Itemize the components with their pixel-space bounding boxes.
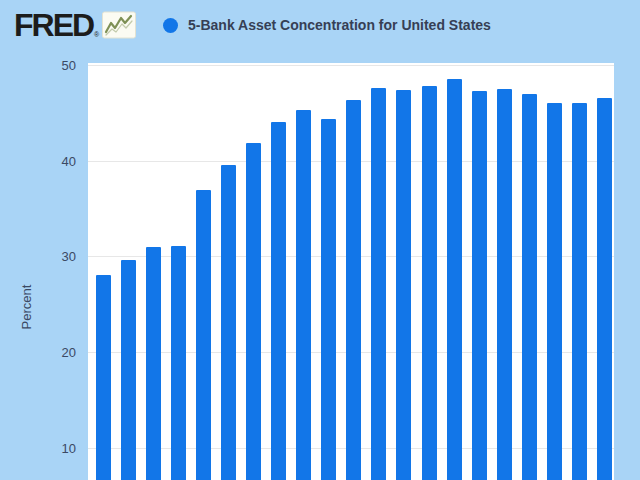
fred-logo-text: FRED [14,11,93,39]
y-axis-tick-label: 30 [36,250,76,263]
series-title: 5-Bank Asset Concentration for United St… [188,17,491,33]
y-axis-tick-label: 10 [36,442,76,455]
y-axis-title: Percent [19,247,35,367]
bar[interactable] [146,247,161,480]
legend-item[interactable]: 5-Bank Asset Concentration for United St… [163,17,491,33]
bar[interactable] [497,89,512,480]
bar[interactable] [447,79,462,480]
bar[interactable] [296,110,311,480]
bar[interactable] [547,103,562,480]
fred-logo[interactable]: FRED ® [14,11,136,39]
bar[interactable] [346,100,361,480]
bar[interactable] [196,190,211,480]
legend-series-marker-icon [163,18,178,33]
y-axis-tick-label: 20 [36,346,76,359]
registered-trademark-mark: ® [94,31,99,38]
y-axis-tick-label: 40 [36,155,76,168]
bar[interactable] [96,275,111,480]
bar[interactable] [221,165,236,480]
bar[interactable] [271,122,286,480]
fred-sparkline-icon [102,11,136,39]
chart-header: FRED ® [14,6,136,44]
bar[interactable] [572,103,587,480]
gridline [88,65,614,66]
plot-area[interactable] [88,63,614,480]
y-axis-tick-label: 50 [36,59,76,72]
fred-chart-page: FRED ® 5-Bank Asset Concentration for Un… [0,0,640,480]
bar[interactable] [371,88,386,480]
bar[interactable] [597,98,612,480]
bar[interactable] [321,119,336,480]
bar[interactable] [396,90,411,480]
bar[interactable] [246,143,261,480]
bar[interactable] [171,246,186,480]
bar[interactable] [121,260,136,480]
bar[interactable] [472,91,487,480]
bar[interactable] [422,86,437,480]
bar[interactable] [522,94,537,480]
